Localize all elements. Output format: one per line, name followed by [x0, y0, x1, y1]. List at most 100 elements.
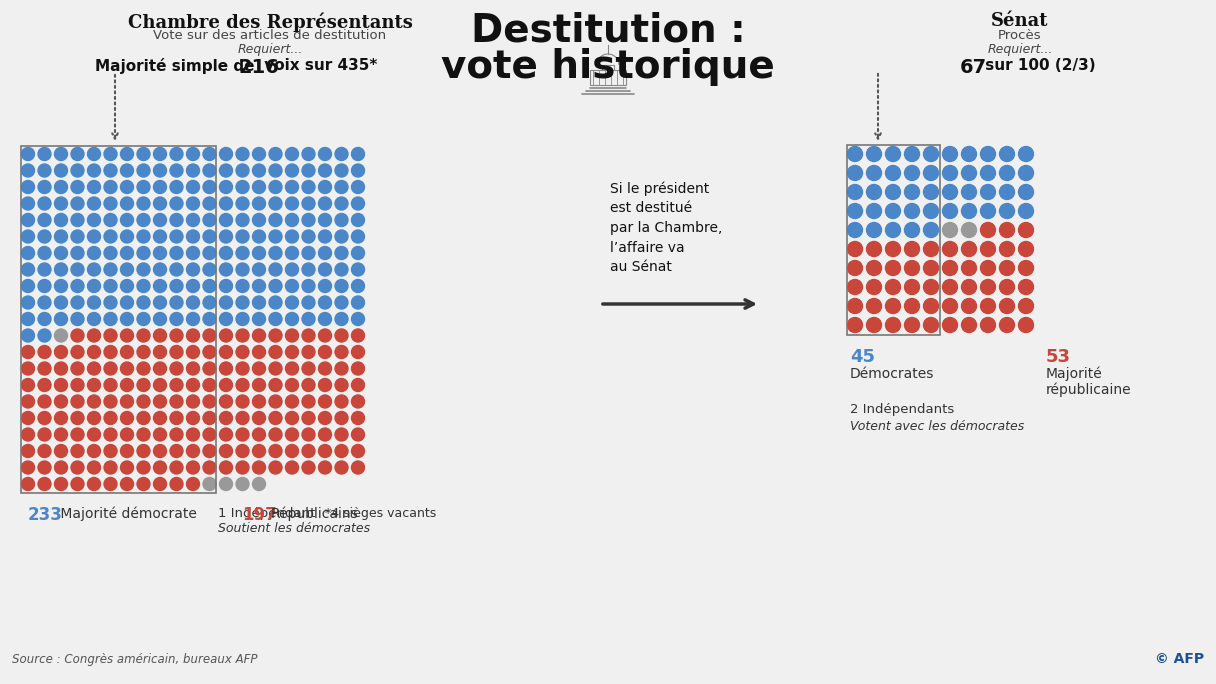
Circle shape [302, 378, 315, 391]
Circle shape [923, 222, 939, 237]
Circle shape [885, 317, 901, 332]
Circle shape [170, 329, 182, 342]
Circle shape [105, 329, 117, 342]
Circle shape [269, 378, 282, 391]
Circle shape [203, 461, 216, 474]
Circle shape [253, 412, 265, 425]
Text: 216: 216 [238, 58, 278, 77]
Circle shape [253, 445, 265, 458]
Text: 1 Indépendant: 1 Indépendant [218, 506, 315, 520]
Circle shape [170, 428, 182, 441]
Circle shape [905, 222, 919, 237]
Text: Chambre des Représentants: Chambre des Représentants [128, 12, 412, 31]
Text: *4 sièges vacants: *4 sièges vacants [325, 506, 437, 520]
Circle shape [980, 261, 996, 276]
Text: Majorité simple de: Majorité simple de [95, 58, 260, 74]
Circle shape [22, 230, 34, 243]
Circle shape [302, 362, 315, 375]
Circle shape [319, 378, 332, 391]
Circle shape [220, 213, 232, 226]
Circle shape [980, 298, 996, 313]
Text: 53: 53 [1046, 349, 1071, 367]
Circle shape [1000, 222, 1014, 237]
Circle shape [286, 213, 298, 226]
Circle shape [153, 362, 167, 375]
Circle shape [170, 362, 182, 375]
Circle shape [236, 445, 249, 458]
Circle shape [120, 378, 134, 391]
Circle shape [38, 395, 51, 408]
Circle shape [186, 395, 199, 408]
Circle shape [351, 148, 365, 161]
Circle shape [88, 477, 101, 490]
Circle shape [88, 246, 101, 259]
Circle shape [88, 378, 101, 391]
Circle shape [170, 477, 182, 490]
Circle shape [942, 146, 957, 161]
Circle shape [137, 329, 150, 342]
Circle shape [88, 345, 101, 358]
Circle shape [153, 181, 167, 194]
Circle shape [88, 148, 101, 161]
Circle shape [203, 395, 216, 408]
Circle shape [22, 263, 34, 276]
Circle shape [334, 296, 348, 309]
Circle shape [153, 329, 167, 342]
Circle shape [319, 313, 332, 326]
Circle shape [351, 263, 365, 276]
Circle shape [120, 263, 134, 276]
Circle shape [120, 213, 134, 226]
Circle shape [236, 230, 249, 243]
Circle shape [286, 148, 298, 161]
Circle shape [942, 280, 957, 295]
Circle shape [22, 296, 34, 309]
Circle shape [120, 280, 134, 293]
Circle shape [302, 428, 315, 441]
Circle shape [236, 213, 249, 226]
Text: 197: 197 [242, 506, 277, 525]
Circle shape [137, 181, 150, 194]
Circle shape [170, 263, 182, 276]
Circle shape [170, 412, 182, 425]
Circle shape [848, 166, 862, 181]
Circle shape [105, 246, 117, 259]
Circle shape [319, 164, 332, 177]
Circle shape [55, 428, 68, 441]
Text: voix sur 435*: voix sur 435* [259, 58, 377, 73]
Circle shape [942, 261, 957, 276]
Circle shape [334, 246, 348, 259]
Circle shape [269, 148, 282, 161]
Circle shape [105, 181, 117, 194]
Circle shape [71, 345, 84, 358]
Circle shape [170, 164, 182, 177]
Circle shape [88, 197, 101, 210]
Circle shape [186, 296, 199, 309]
Circle shape [137, 213, 150, 226]
Circle shape [38, 412, 51, 425]
Circle shape [120, 230, 134, 243]
Circle shape [55, 395, 68, 408]
Circle shape [962, 280, 976, 295]
Circle shape [105, 148, 117, 161]
Circle shape [120, 461, 134, 474]
Circle shape [1019, 241, 1034, 256]
Text: Soutient les démocrates: Soutient les démocrates [218, 523, 370, 536]
Circle shape [38, 378, 51, 391]
Circle shape [186, 181, 199, 194]
Circle shape [1019, 222, 1034, 237]
Circle shape [71, 412, 84, 425]
Circle shape [286, 181, 298, 194]
Circle shape [302, 296, 315, 309]
Circle shape [351, 213, 365, 226]
Circle shape [351, 445, 365, 458]
Circle shape [120, 313, 134, 326]
Text: 2 Indépendants: 2 Indépendants [850, 404, 955, 417]
Circle shape [1019, 317, 1034, 332]
Circle shape [22, 461, 34, 474]
Circle shape [22, 362, 34, 375]
Circle shape [203, 477, 216, 490]
Circle shape [38, 461, 51, 474]
Circle shape [1019, 204, 1034, 218]
Circle shape [137, 477, 150, 490]
Circle shape [286, 230, 298, 243]
